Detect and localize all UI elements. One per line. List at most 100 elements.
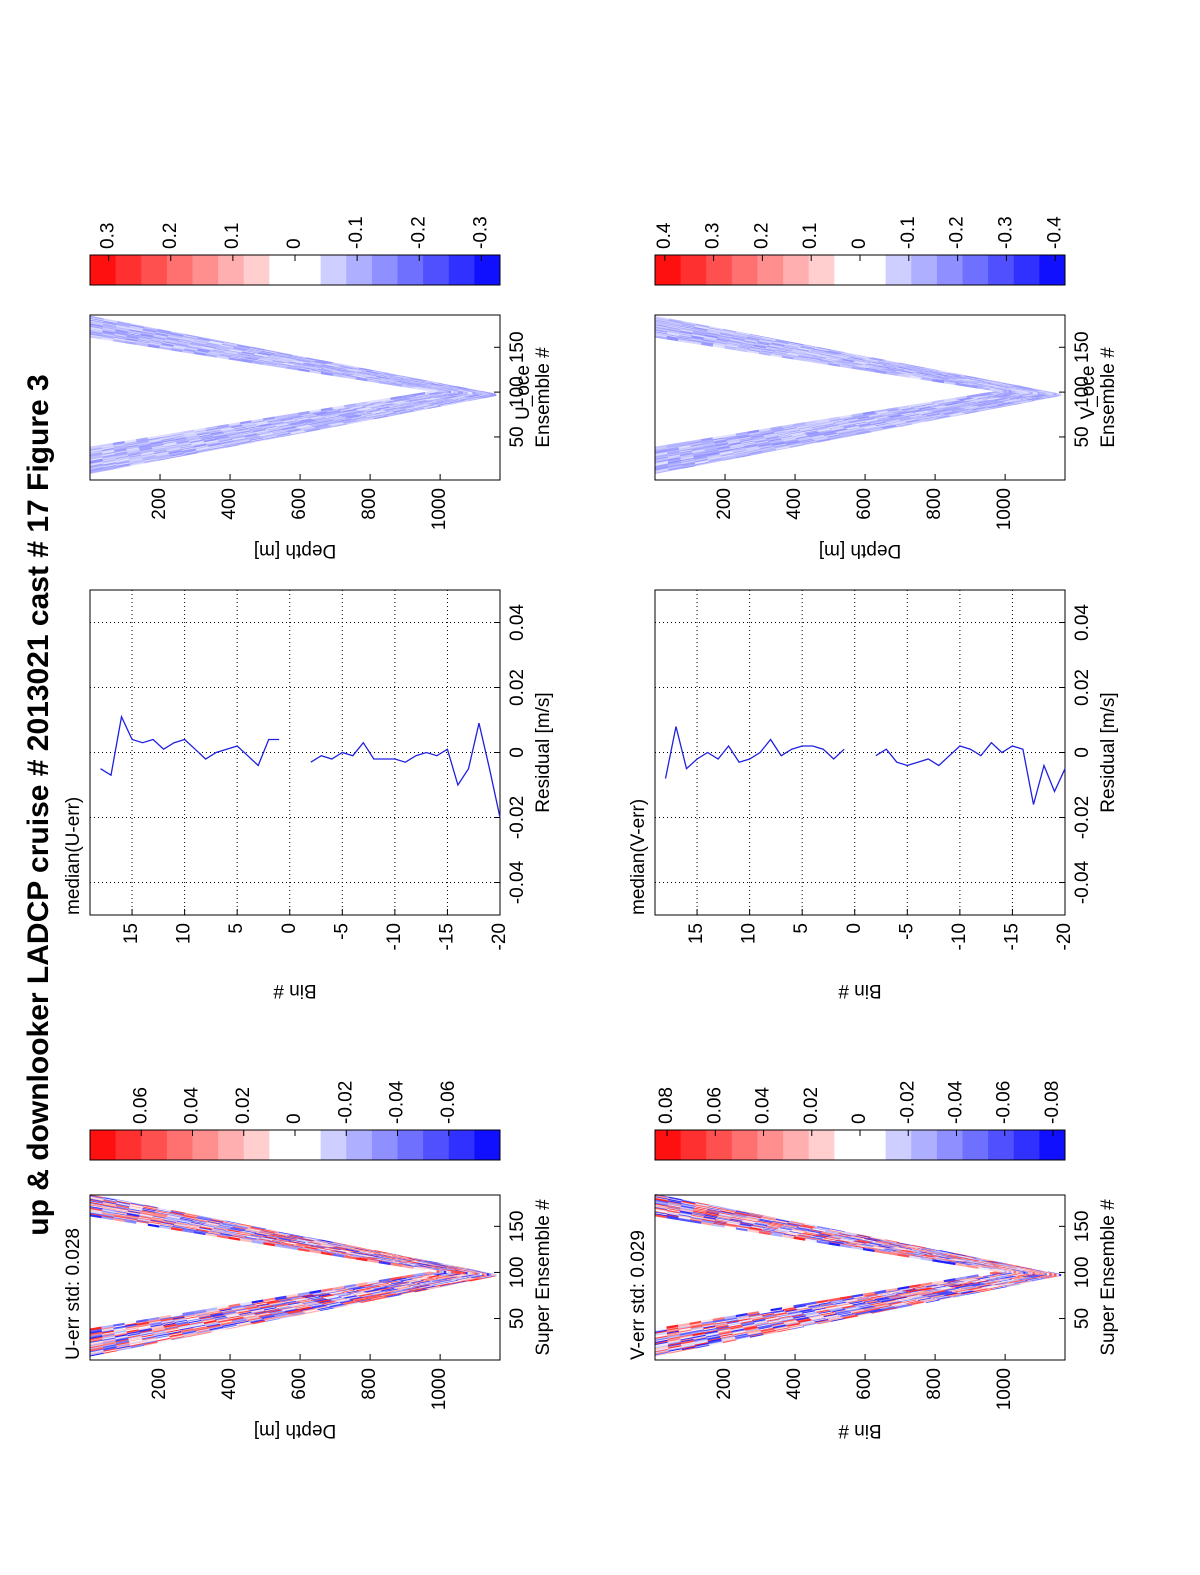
x-tick-label: 0 bbox=[507, 747, 528, 758]
image-cell bbox=[390, 1262, 403, 1267]
colorbar-tick-label: -0.02 bbox=[335, 1081, 356, 1124]
colorbar-tick-label: -0.02 bbox=[897, 1081, 918, 1124]
y-tick-label: -15 bbox=[1001, 923, 1022, 950]
image-cell bbox=[344, 1283, 356, 1289]
x-tick-label: 150 bbox=[1072, 1210, 1093, 1242]
x-tick-label: -0.04 bbox=[507, 860, 528, 904]
image-cell bbox=[136, 1221, 148, 1226]
data-line bbox=[100, 714, 501, 818]
y-axis-label: Bin # bbox=[838, 1420, 882, 1441]
image-cell bbox=[101, 1216, 114, 1221]
panel-title: median(U-err) bbox=[63, 797, 84, 915]
y-tick-label: 800 bbox=[924, 1368, 945, 1400]
image-cell bbox=[170, 1313, 183, 1318]
image-cell bbox=[424, 1268, 437, 1273]
y-axis-label: Bin # bbox=[838, 980, 882, 1001]
image-cell bbox=[240, 1238, 252, 1243]
image-cell bbox=[193, 1231, 206, 1236]
colorbar-cell bbox=[371, 1130, 398, 1160]
colorbar-tick-label: 0.3 bbox=[98, 223, 119, 249]
colorbar-cell bbox=[243, 255, 270, 285]
colorbar-tick-label: -0.3 bbox=[470, 216, 491, 249]
y-tick-label: -5 bbox=[896, 923, 917, 940]
x-tick-label: 0.04 bbox=[1072, 604, 1093, 641]
image-cell bbox=[205, 1232, 218, 1237]
image-cell bbox=[297, 1247, 310, 1252]
x-tick-label: 0.02 bbox=[507, 669, 528, 706]
colorbar-tick-label: -0.04 bbox=[945, 1080, 966, 1124]
colorbar-tick-label: 0.04 bbox=[753, 1087, 774, 1124]
y-tick-label: 1000 bbox=[429, 1368, 450, 1410]
image-cell bbox=[112, 1217, 125, 1222]
colorbar-tick-label: -0.08 bbox=[1042, 1081, 1063, 1124]
y-tick-label: 0 bbox=[844, 923, 865, 934]
image-cell bbox=[147, 1316, 160, 1321]
y-tick-label: 200 bbox=[149, 1368, 170, 1400]
image-cell bbox=[124, 1219, 137, 1224]
image-cell bbox=[274, 1295, 287, 1300]
y-axis-label: Depth [m] bbox=[254, 1420, 336, 1441]
image-cell bbox=[240, 1301, 252, 1306]
image-cell bbox=[367, 1280, 380, 1285]
image-cell bbox=[182, 1229, 195, 1234]
image-cell bbox=[378, 1261, 391, 1266]
x-tick-label: 100 bbox=[507, 1257, 528, 1289]
colorbar-cell bbox=[783, 1130, 810, 1160]
colorbar-cell bbox=[141, 255, 168, 285]
heatmap-image bbox=[89, 1193, 497, 1357]
colorbar-tick-label: -0.04 bbox=[387, 1080, 408, 1124]
rotated-figure: up & downlooker LADCP cruise # 2013021 c… bbox=[22, 216, 1119, 1441]
y-tick-label: 600 bbox=[289, 488, 310, 520]
image-cell bbox=[263, 1297, 276, 1302]
colorbar-cell bbox=[808, 1130, 835, 1160]
colorbar-cell bbox=[448, 255, 475, 285]
image-cell bbox=[309, 1289, 322, 1294]
colorbar-cell bbox=[731, 1130, 758, 1160]
image-cell bbox=[251, 1240, 264, 1245]
image-cell bbox=[159, 1225, 172, 1230]
colorbar-cell bbox=[192, 255, 219, 285]
colorbar-cell bbox=[911, 1130, 938, 1160]
colorbar-cell bbox=[218, 255, 245, 285]
x-tick-label: 100 bbox=[1072, 1257, 1093, 1289]
colorbar-cell bbox=[192, 1130, 219, 1160]
axes-frame bbox=[89, 1194, 501, 1361]
y-tick-label: -20 bbox=[489, 923, 510, 950]
colorbar-cell bbox=[141, 1130, 168, 1160]
x-axis-label: Residual [m/s] bbox=[1098, 692, 1119, 812]
colorbar-cell bbox=[988, 1130, 1015, 1160]
colorbar-cell bbox=[166, 1130, 193, 1160]
colorbar-cell bbox=[115, 1130, 142, 1160]
panel-title: V-err std: 0.029 bbox=[628, 1230, 649, 1360]
y-axis-label: Depth [m] bbox=[254, 540, 336, 561]
image-cell bbox=[263, 1242, 276, 1247]
colorbar-cell bbox=[423, 1130, 450, 1160]
y-tick-label: -20 bbox=[1054, 923, 1075, 950]
y-tick-label: 800 bbox=[359, 1368, 380, 1400]
colorbar-tick-label: 0.02 bbox=[801, 1087, 822, 1124]
colorbar-cell bbox=[371, 255, 398, 285]
colorbar-cell bbox=[834, 1130, 861, 1160]
colorbar-cell bbox=[346, 255, 373, 285]
y-tick-label: -10 bbox=[949, 923, 970, 950]
x-tick-label: 0.04 bbox=[507, 604, 528, 641]
colorbar-tick-label: -0.2 bbox=[408, 216, 429, 249]
image-cell bbox=[89, 1326, 102, 1331]
x-tick-label: -0.02 bbox=[507, 796, 528, 839]
colorbar-tick-label: 0.1 bbox=[222, 223, 243, 249]
colorbar-cell bbox=[269, 255, 296, 285]
image-cell bbox=[182, 1311, 195, 1316]
image-cell bbox=[309, 1249, 322, 1254]
image-cell bbox=[124, 1320, 137, 1325]
image-cell bbox=[286, 1293, 299, 1298]
y-tick-label: 1000 bbox=[994, 1368, 1015, 1410]
y-tick-label: 400 bbox=[219, 1368, 240, 1400]
y-tick-label: 200 bbox=[714, 1368, 735, 1400]
colorbar-cell bbox=[90, 255, 117, 285]
colorbar-cell bbox=[962, 1130, 989, 1160]
image-cell bbox=[112, 1322, 125, 1327]
image-cell bbox=[332, 1253, 345, 1258]
image-cell bbox=[320, 1251, 333, 1256]
y-tick-label: 400 bbox=[219, 488, 240, 520]
colorbar-tick-label: 0.06 bbox=[130, 1087, 151, 1124]
